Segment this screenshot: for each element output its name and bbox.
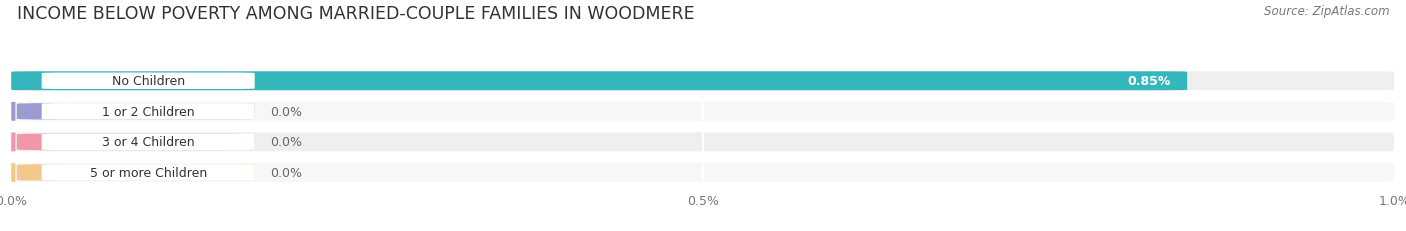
Text: 1 or 2 Children: 1 or 2 Children [101,105,194,118]
FancyBboxPatch shape [11,133,15,152]
Text: Source: ZipAtlas.com: Source: ZipAtlas.com [1264,5,1389,18]
Text: No Children: No Children [111,75,184,88]
Text: 0.85%: 0.85% [1128,75,1171,88]
Text: 5 or more Children: 5 or more Children [90,166,207,179]
FancyBboxPatch shape [11,102,15,121]
FancyBboxPatch shape [42,164,254,181]
FancyBboxPatch shape [17,104,254,120]
FancyBboxPatch shape [42,73,254,90]
Text: INCOME BELOW POVERTY AMONG MARRIED-COUPLE FAMILIES IN WOODMERE: INCOME BELOW POVERTY AMONG MARRIED-COUPL… [17,5,695,23]
FancyBboxPatch shape [11,133,1395,152]
Text: 3 or 4 Children: 3 or 4 Children [101,136,194,149]
Text: 0.0%: 0.0% [270,166,302,179]
FancyBboxPatch shape [11,102,1395,121]
FancyBboxPatch shape [11,72,1187,91]
FancyBboxPatch shape [11,163,15,182]
FancyBboxPatch shape [11,163,1395,182]
Text: 0.0%: 0.0% [270,136,302,149]
FancyBboxPatch shape [11,72,1395,91]
Text: 0.0%: 0.0% [270,105,302,118]
FancyBboxPatch shape [42,134,254,150]
FancyBboxPatch shape [17,134,254,150]
FancyBboxPatch shape [17,73,254,90]
FancyBboxPatch shape [17,164,254,181]
FancyBboxPatch shape [42,104,254,120]
